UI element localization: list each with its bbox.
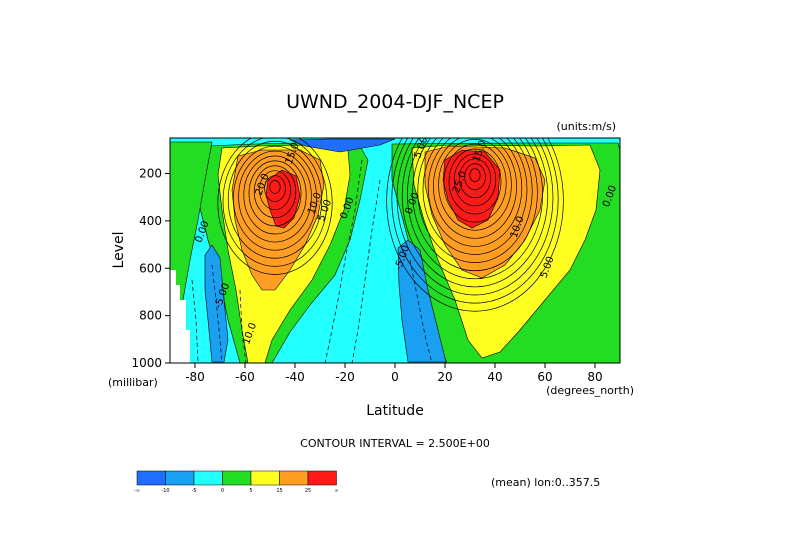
x-axis: -80 -60 -40 -20 0 20 40 60 80: [185, 363, 603, 384]
y-tick-label: 200: [139, 167, 162, 181]
colorbar-swatch: [307, 470, 337, 486]
colorbar-label: -∞: [134, 488, 140, 494]
x-tick-label: -40: [285, 370, 305, 384]
units-label: (units:m/s): [557, 120, 617, 133]
y-tick-label: 800: [139, 309, 162, 323]
contour-ring: [443, 143, 507, 223]
missing-data-patch: [170, 270, 190, 363]
contour-ring: [248, 160, 302, 227]
colorbar-swatch: [136, 470, 166, 486]
contour-ring: [227, 140, 323, 259]
contour-ring: [222, 138, 328, 267]
y-tick-label: 400: [139, 214, 162, 228]
contour-ring: [433, 138, 517, 239]
contour-ring: [269, 180, 281, 194]
contour-ring: [438, 138, 512, 231]
x-tick-label: 40: [487, 370, 502, 384]
contour-interval-label: CONTOUR INTERVAL = 2.500E+00: [300, 437, 490, 450]
x-tick-label: -60: [235, 370, 255, 384]
contour-ring: [396, 138, 554, 296]
contour-ring: [253, 165, 297, 219]
x-axis-label: Latitude: [366, 403, 424, 419]
plot-area: 20.015.010.05.00 0.000.00-5.0010.00.00-5.…: [170, 138, 620, 363]
contour-ring: [448, 148, 502, 215]
contour-ring: [427, 138, 523, 247]
colorbar-label: 5: [249, 488, 252, 494]
contour-ring: [217, 138, 333, 275]
colorbar-label: -10: [161, 488, 169, 494]
contour-ring: [412, 138, 538, 272]
y-axis-units: (millibar): [108, 376, 158, 389]
contour-ring: [422, 138, 528, 255]
colorbar: -∞ -10 -5 0 5 15 25 ∞: [134, 470, 339, 494]
contour-ring: [464, 163, 486, 191]
x-tick-label: -80: [185, 370, 205, 384]
contour-lines: [217, 138, 564, 312]
contour-ring: [459, 158, 491, 199]
y-axis: 200 400 600 800 1000: [131, 167, 170, 370]
x-tick-label: 60: [537, 370, 552, 384]
contour-ring: [453, 153, 497, 207]
mean-label: (mean) lon:0..357.5: [491, 476, 600, 489]
chart-title: UWND_2004-DJF_NCEP: [286, 91, 504, 113]
y-tick-label: 1000: [131, 356, 162, 370]
x-tick-label: -20: [335, 370, 355, 384]
contour-ring: [233, 145, 317, 251]
x-axis-units: (degrees_north): [546, 384, 634, 397]
contour-ring: [391, 138, 559, 304]
region-neg-top: [289, 138, 396, 153]
colorbar-swatch: [250, 470, 280, 486]
colorbar-label: ∞: [334, 488, 338, 494]
x-tick-label: 0: [391, 370, 399, 384]
colorbar-label: 15: [276, 488, 282, 494]
colorbar-label: 25: [305, 488, 311, 494]
colorbar-label: 0: [221, 488, 224, 494]
contour-ring: [386, 138, 564, 312]
contour-ring: [407, 138, 543, 280]
contour-ring: [259, 170, 291, 211]
y-tick-label: 600: [139, 261, 162, 275]
colorbar-swatch: [193, 470, 223, 486]
y-axis-label: Level: [111, 232, 127, 269]
contour-ring: [264, 175, 286, 202]
dashed-contours: [191, 159, 433, 363]
contour-ring: [401, 138, 549, 288]
colorbar-label: -5: [192, 488, 197, 494]
contour-ring: [243, 155, 307, 235]
contour-ring: [238, 150, 312, 243]
x-tick-label: 20: [437, 370, 452, 384]
contour-ring: [469, 168, 481, 182]
colorbar-swatch: [165, 470, 195, 486]
colorbar-swatch: [279, 470, 309, 486]
contour-ring: [417, 138, 533, 263]
region-neg-equator: [397, 239, 447, 363]
colorbar-swatch: [222, 470, 252, 486]
x-tick-label: 80: [587, 370, 602, 384]
